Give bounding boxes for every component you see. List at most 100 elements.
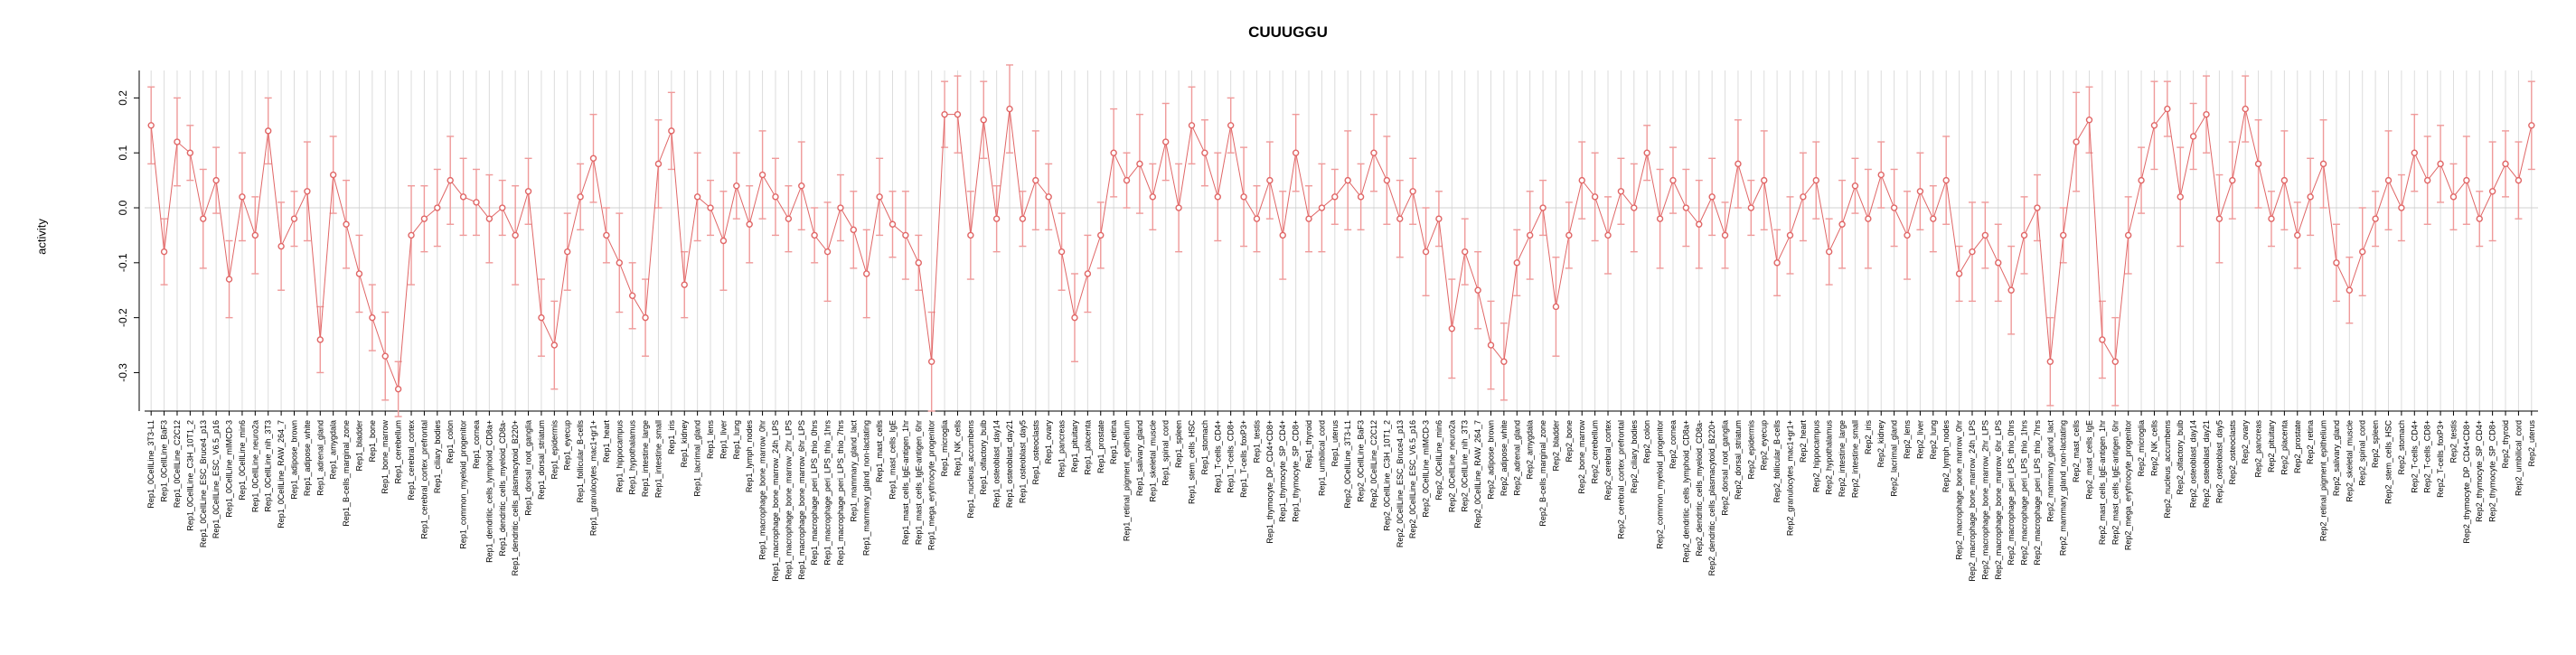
- x-tick-label: Rep2_0CellLine_ESC_V6.5_p16: [1408, 420, 1417, 538]
- x-tick-label: Rep1_eyecup: [563, 420, 572, 471]
- data-point: [1721, 231, 1729, 239]
- x-tick-label: Rep2_eyecup: [1760, 420, 1769, 471]
- x-tick-label: Rep1_lens: [706, 420, 715, 460]
- x-tick-label: Rep1_liver: [719, 420, 728, 459]
- chart-title: CUUUGGU: [1248, 23, 1328, 41]
- x-tick-label: Rep2_intestine_small: [1850, 420, 1859, 498]
- x-tick-label: Rep2_osteoclasts: [2228, 420, 2237, 485]
- x-tick-label: Rep1_macrophage_peri_LPS_thio_7hrs: [836, 420, 845, 566]
- data-point: [1838, 220, 1846, 228]
- data-point: [2411, 149, 2418, 156]
- x-tick-label: Rep1_intestine_small: [653, 420, 663, 498]
- x-tick-label: Rep1_intestine_large: [641, 420, 650, 497]
- data-point: [1162, 138, 1170, 145]
- x-tick-label: Rep1_testis: [1252, 420, 1261, 463]
- x-tick-label: Rep1_umbilical_cord: [1317, 420, 1326, 496]
- x-tick-label: Rep1_ovary: [1044, 420, 1053, 464]
- x-tick-label: Rep1_dendritic_cells_plasmacytoid_B220+: [511, 420, 520, 575]
- y-tick-label: 0.1: [117, 145, 129, 161]
- x-tick-label: Rep1_0CellLine_neuro2a: [250, 420, 259, 512]
- data-point: [304, 188, 311, 195]
- data-point: [524, 188, 532, 195]
- x-tick-label: Rep2_colon: [1642, 420, 1651, 463]
- x-tick-label: Rep1_0CellLine_nih_3T3: [264, 420, 273, 512]
- x-tick-label: Rep1_0CellLine_RAW_264_7: [277, 420, 286, 529]
- x-tick-label: Rep1_0CellLine_3T3-L1: [146, 420, 155, 509]
- x-tick-label: Rep1_B-cells_marginal_zone: [342, 420, 351, 527]
- data-point: [2060, 231, 2067, 239]
- x-tick-label: Rep1_macrophage_bone_marrow_2hr_LPS: [784, 420, 793, 580]
- x-tick-label: Rep1_mast_cells: [875, 420, 884, 483]
- data-point: [1631, 204, 1638, 211]
- x-tick-label: Rep1_heart: [602, 420, 611, 463]
- x-tick-label: Rep2_0CellLine_min6: [1434, 420, 1443, 501]
- x-tick-label: Rep1_nucleus_accumbens: [966, 420, 975, 519]
- x-tick-label: Rep2_mast_cells_IgE-antigen_1hr: [2098, 420, 2107, 545]
- x-tick-label: Rep1_epidermis: [550, 420, 559, 480]
- data-point: [1331, 193, 1339, 201]
- x-tick-label: Rep1_0CellLine_ESC_Bruce4_p13: [199, 420, 208, 547]
- x-tick-label: Rep1_0CellLine_C2C12: [173, 420, 182, 508]
- data-point: [1071, 313, 1078, 322]
- data-point: [850, 226, 858, 234]
- data-point: [758, 171, 766, 179]
- x-tick-label: Rep2_adrenal_gland: [1512, 420, 1521, 496]
- data-point: [1253, 215, 1261, 222]
- data-point: [499, 204, 506, 211]
- x-tick-label: Rep2_salivary_gland: [2332, 420, 2341, 496]
- x-tick-label: Rep2_spleen: [2371, 420, 2380, 468]
- x-tick-label: Rep2_dendritic_cells_plasmacytoid_B220+: [1707, 420, 1716, 575]
- data-point: [2280, 176, 2289, 184]
- y-tick-label: 0.2: [117, 90, 129, 106]
- x-tick-label: Rep2_uterus: [2527, 420, 2536, 467]
- data-point: [369, 313, 376, 322]
- x-tick-label: Rep2_nucleus_accumbens: [2163, 420, 2172, 519]
- x-tick-label: Rep2_cerebral_cortex: [1603, 420, 1612, 501]
- x-tick-label: Rep1_osteoblast_day5: [1018, 420, 1027, 503]
- data-point: [1318, 204, 1326, 211]
- data-point: [2242, 105, 2249, 113]
- x-tick-label: Rep2_retina: [2306, 420, 2315, 464]
- x-tick-label: Rep1_thymocyte_DP_CD4+CD8+: [1265, 420, 1274, 544]
- data-point: [902, 231, 909, 239]
- x-tick-label: Rep2_ovary: [2241, 420, 2250, 464]
- x-tick-label: Rep1_mast_cells_IgE-antigen_6hr: [914, 420, 923, 545]
- data-point: [1981, 231, 1989, 239]
- x-tick-label: Rep2_kidney: [1876, 420, 1885, 468]
- data-point: [2384, 176, 2393, 184]
- x-tick-label: Rep2_macrophage_bone_marrow_24h_LPS: [1968, 420, 1977, 582]
- x-tick-label: Rep2_iris: [1864, 420, 1873, 455]
- x-tick-label: Rep1_macrophage_bone_marrow_24h_LPS: [771, 420, 780, 582]
- x-tick-label: Rep1_T-cells_CD4+: [1213, 420, 1222, 493]
- data-point: [980, 117, 987, 124]
- x-tick-label: Rep1_NK_cells: [953, 420, 962, 477]
- data-point: [642, 313, 649, 322]
- x-tick-label: Rep1_common_myeloid_progenitor: [459, 420, 468, 549]
- data-point: [343, 220, 350, 228]
- data-point: [1201, 149, 1208, 156]
- x-tick-label: Rep1_mast_cells_IgE-antigen_1hr: [901, 420, 910, 545]
- x-tick-label: Rep1_skeletal_muscle: [1148, 420, 1157, 502]
- x-tick-label: Rep1_iris: [667, 420, 676, 455]
- x-tick-label: Rep1_macrophage_bone_marrow_0hr: [758, 420, 767, 560]
- data-point: [823, 248, 832, 256]
- x-tick-label: Rep2_0CellLine_neuro2a: [1447, 420, 1456, 512]
- series-line: [150, 108, 2533, 389]
- data-point: [2515, 176, 2523, 184]
- x-tick-label: Rep1_mega_erythrocyte_progenitor: [927, 420, 936, 550]
- data-point: [616, 259, 623, 267]
- data-point: [1462, 248, 1469, 256]
- x-tick-label: Rep1_0CellLine_C3H_10T1_2: [185, 420, 194, 531]
- data-point: [798, 182, 805, 190]
- data-point: [1110, 149, 1117, 156]
- data-point: [1513, 259, 1520, 267]
- x-tick-label: Rep2_bone: [1565, 420, 1574, 463]
- data-point: [1409, 188, 1416, 195]
- data-point: [2111, 358, 2119, 365]
- x-tick-label: Rep1_osteoclasts: [1031, 420, 1040, 485]
- y-tick-label: -0.1: [117, 253, 129, 272]
- data-point: [512, 231, 519, 239]
- x-tick-label: Rep1_cerebellum: [394, 420, 403, 484]
- x-tick-label: Rep1_lacrimal_gland: [693, 420, 702, 497]
